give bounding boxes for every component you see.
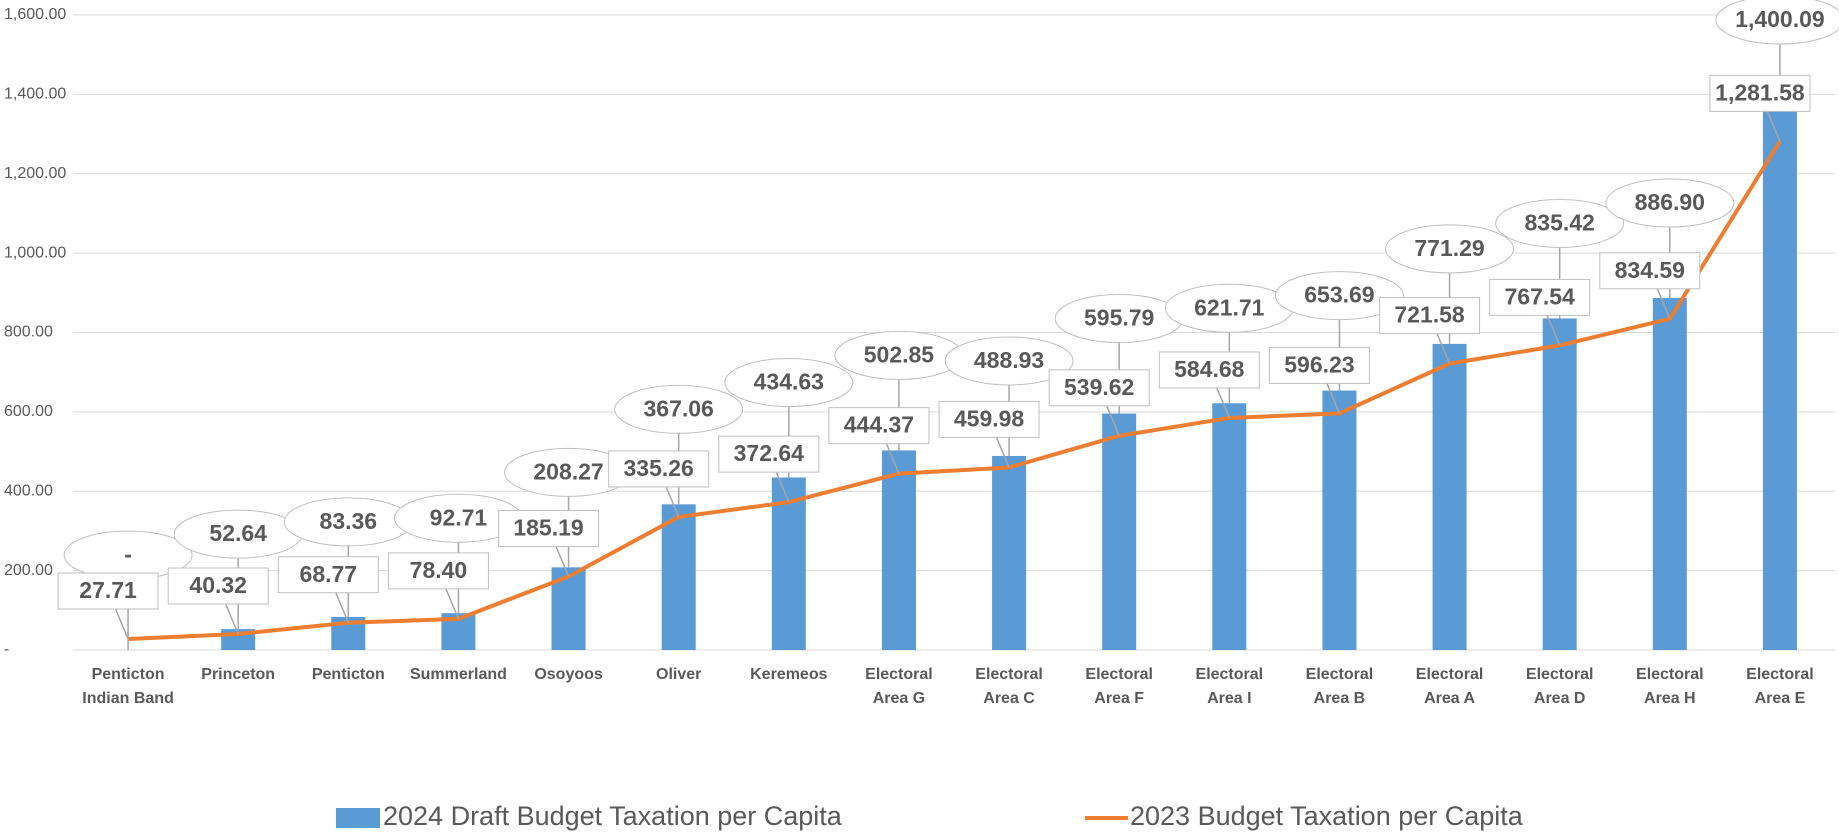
data-label: 653.69 [1304, 282, 1374, 308]
data-label: 208.27 [533, 458, 603, 484]
x-tick-label: Electoral Area F [1085, 666, 1153, 707]
data-label: 835.42 [1525, 210, 1595, 236]
data-label: 502.85 [864, 342, 935, 368]
x-tick-label: Keremeos [750, 666, 827, 683]
data-label: 335.26 [624, 455, 694, 481]
label-box [1599, 252, 1701, 290]
bar [992, 455, 1027, 650]
data-label: 459.98 [954, 406, 1025, 432]
bar [1762, 94, 1797, 650]
data-label: 68.77 [300, 561, 358, 587]
y-tick-label: 1,400.00 [4, 86, 66, 103]
y-tick-label: 1,000.00 [4, 244, 66, 261]
data-label: 1,400.09 [1735, 6, 1825, 32]
bar [1542, 318, 1577, 650]
data-label: 595.79 [1084, 305, 1154, 331]
data-label: 92.71 [430, 504, 488, 530]
legend-label: 2023 Budget Taxation per Capita [1130, 801, 1524, 831]
y-tick-label: 600.00 [4, 403, 53, 420]
bar [1652, 298, 1687, 650]
label-box [1268, 346, 1370, 384]
data-label: 40.32 [189, 572, 247, 598]
x-tick-label: Electoral Area H [1636, 666, 1704, 707]
label-box [1379, 297, 1481, 335]
data-label: 767.54 [1505, 283, 1576, 309]
data-label: 834.59 [1615, 257, 1685, 283]
legend-label: 2024 Draft Budget Taxation per Capita [383, 801, 843, 831]
label-box [1489, 278, 1591, 316]
label-bubble [1274, 271, 1404, 321]
label-box [277, 556, 379, 594]
data-label: 83.36 [320, 508, 378, 534]
data-label: 434.63 [754, 369, 824, 395]
label-bubble [1495, 198, 1625, 248]
label-box [387, 552, 489, 590]
label-box [498, 510, 600, 548]
data-label: 771.29 [1414, 235, 1484, 261]
data-label: 78.40 [410, 557, 468, 583]
x-tick-label: Penticton Indian Band [82, 666, 174, 707]
y-tick-label: 200.00 [4, 562, 53, 579]
line [127, 140, 1782, 642]
bar [661, 504, 696, 650]
label-box [57, 572, 159, 610]
label-bubble [1715, 0, 1839, 45]
data-label: 372.64 [734, 440, 805, 466]
data-label: 886.90 [1635, 189, 1705, 215]
label-bubble [1605, 178, 1735, 228]
label-box [718, 435, 820, 473]
bar [1432, 343, 1467, 650]
data-label: - [124, 541, 132, 567]
x-tick-label: Penticton [312, 666, 385, 683]
x-tick-label: Electoral Area G [865, 666, 933, 707]
data-label: 596.23 [1284, 351, 1354, 377]
y-tick-label: 1,200.00 [4, 165, 66, 182]
data-label: 721.58 [1394, 302, 1465, 328]
bar [771, 477, 806, 650]
bar [1102, 413, 1137, 650]
x-tick-label: Princeton [201, 666, 275, 683]
x-tick-label: Electoral Area I [1196, 666, 1264, 707]
bar [1212, 403, 1247, 650]
data-label: 621.71 [1194, 294, 1265, 320]
y-tick-label: 1,600.00 [4, 6, 66, 23]
label-bubble [1385, 224, 1515, 274]
data-label: 488.93 [974, 347, 1044, 373]
x-tick-label: Electoral Area E [1746, 666, 1814, 707]
data-label: 539.62 [1064, 374, 1134, 400]
data-label: 185.19 [513, 515, 583, 541]
legend-swatch [336, 808, 380, 828]
label-box [167, 567, 269, 605]
x-tick-label: Osoyoos [534, 666, 603, 683]
y-tick-label: 400.00 [4, 482, 53, 499]
data-label: 367.06 [644, 395, 714, 421]
x-tick-label: Electoral Area A [1416, 666, 1484, 707]
x-tick-label: Electoral Area D [1526, 666, 1594, 707]
label-bubble [614, 384, 744, 434]
x-tick-label: Oliver [656, 666, 701, 683]
x-tick-label: Summerland [410, 666, 507, 683]
data-label: 584.68 [1174, 356, 1245, 382]
label-box [1709, 74, 1811, 112]
y-tick-label: - [4, 641, 9, 658]
x-tick-label: Electoral Area C [975, 666, 1043, 707]
data-label: 1,281.58 [1715, 79, 1805, 105]
label-bubble [944, 336, 1074, 386]
label-bubble [724, 358, 854, 408]
label-box [938, 400, 1040, 438]
label-box [1048, 369, 1150, 407]
bar [1322, 390, 1357, 650]
bar [881, 450, 916, 650]
label-box [828, 407, 930, 445]
data-label: 52.64 [209, 520, 267, 546]
data-label: 444.37 [844, 412, 914, 438]
label-box [1158, 351, 1260, 389]
label-box [608, 450, 710, 488]
y-tick-label: 800.00 [4, 324, 53, 341]
x-tick-label: Electoral Area B [1306, 666, 1374, 707]
data-label: 27.71 [79, 577, 137, 603]
